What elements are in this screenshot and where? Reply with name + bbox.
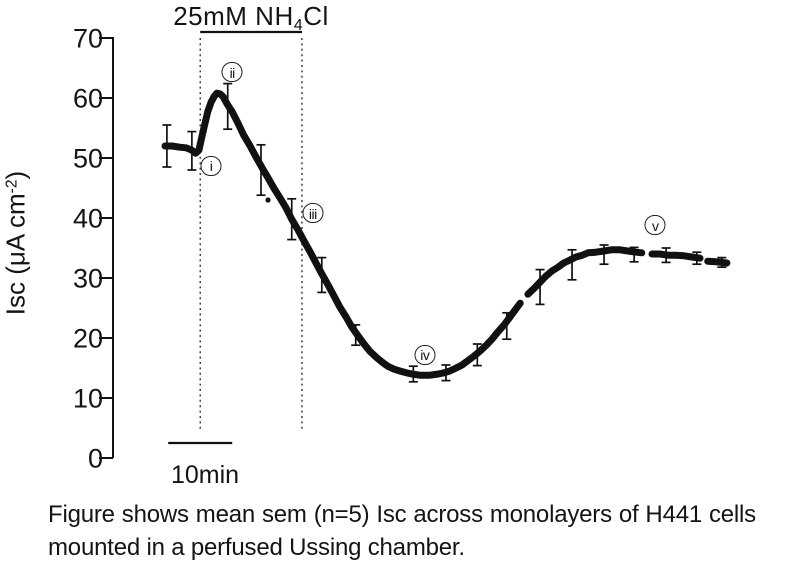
scale-bar-label: 10min (170, 461, 240, 489)
annotation-marker-v: v (644, 215, 666, 236)
y-tick-label: 70 (73, 23, 103, 53)
treatment-label-post: Cl (303, 1, 329, 31)
y-tick-label: 20 (73, 323, 103, 353)
y-tick-label: 50 (73, 143, 103, 173)
annotation-marker-i: i (200, 155, 222, 176)
treatment-label: 25mM NH4Cl (173, 1, 329, 35)
annotation-marker-iv: iv (414, 344, 436, 365)
y-tick-label: 0 (88, 443, 103, 473)
error-bars (162, 82, 727, 383)
trace-dot (265, 197, 271, 203)
isc-trace (161, 89, 731, 379)
caption-line-2: mounted in a perfused Ussing chamber. (48, 534, 465, 561)
y-tick-label: 40 (73, 203, 103, 233)
treatment-label-subscript: 4 (293, 15, 304, 34)
annotation-marker-iii: iii (302, 203, 324, 224)
y-tick-label: 60 (73, 83, 103, 113)
caption-line-1: Figure shows mean sem (n=5) Isc across m… (48, 501, 756, 528)
y-tick-label: 10 (73, 383, 103, 413)
annotation-marker-ii: ii (221, 62, 243, 83)
y-tick-label: 30 (73, 263, 103, 293)
treatment-label-pre: 25mM NH (173, 1, 294, 31)
figure-caption: Figure shows mean sem (n=5) Isc across m… (48, 498, 756, 564)
y-axis: 0 10 20 30 40 50 60 70 (73, 23, 114, 473)
